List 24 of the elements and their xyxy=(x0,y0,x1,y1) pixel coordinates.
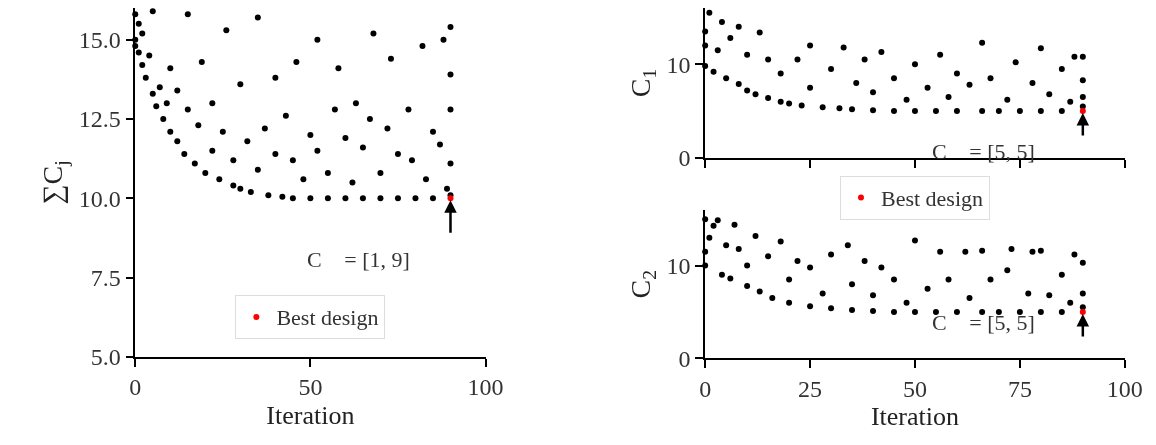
x-tick-label: 50 xyxy=(902,375,927,402)
annotation: C⃗ = [5, 5] xyxy=(932,310,1035,335)
y-tick-label: 0 xyxy=(678,345,691,372)
x-tick-label: 0 xyxy=(699,375,712,402)
y-tick-label: 10.0 xyxy=(78,185,121,212)
annotation: C⃗ = [5, 5] xyxy=(932,139,1035,164)
x-tick-label: 25 xyxy=(798,375,823,402)
legend-label: Best design xyxy=(276,305,379,331)
legend-label: Best design xyxy=(880,186,984,212)
y-tick-label: 12.5 xyxy=(78,106,121,133)
annotation: C⃗ = [1, 9] xyxy=(307,247,410,272)
y-tick-label: 10 xyxy=(666,51,691,78)
x-axis-title: Iteration xyxy=(266,400,355,430)
y-tick-label: 0 xyxy=(678,145,691,172)
x-tick-label: 50 xyxy=(298,374,323,401)
y-tick-label: 10 xyxy=(666,253,691,280)
y-tick-label: 7.5 xyxy=(90,265,121,291)
y-tick-label: 5.0 xyxy=(90,344,121,371)
x-tick-label: 75 xyxy=(1007,375,1032,402)
x-axis-title: Iteration xyxy=(870,401,960,431)
x-tick-label: 100 xyxy=(1106,375,1143,402)
x-tick-label: 0 xyxy=(129,374,142,401)
y-tick-label: 15.0 xyxy=(78,27,121,54)
x-tick-label: 100 xyxy=(467,374,504,401)
